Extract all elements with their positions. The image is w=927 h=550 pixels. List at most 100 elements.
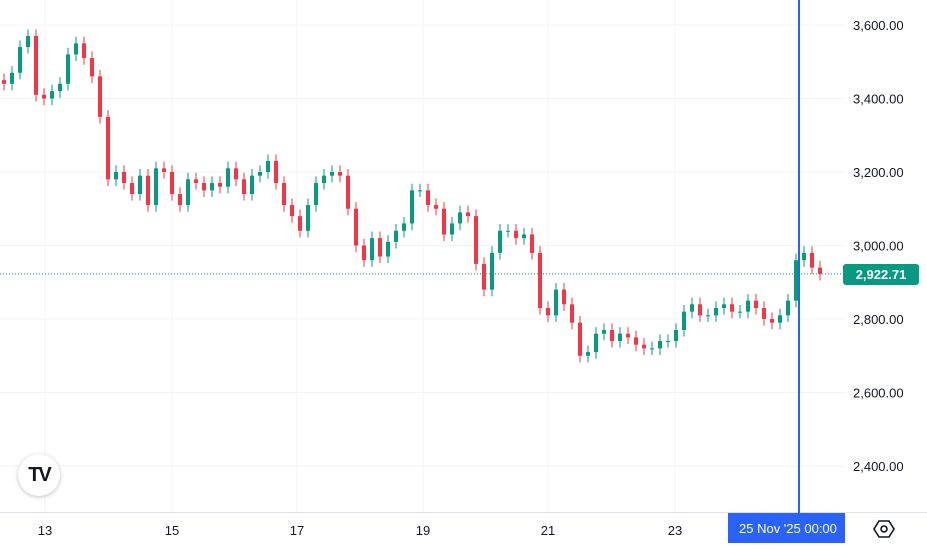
candle-body: [810, 252, 814, 268]
candle-body: [562, 289, 566, 305]
x-tick-label: 23: [668, 523, 682, 538]
candle-body: [498, 230, 502, 253]
candle-body: [410, 190, 414, 224]
candle-body: [122, 172, 126, 184]
candle-body: [170, 172, 174, 195]
candle-body: [130, 183, 134, 195]
tradingview-logo[interactable]: TV: [18, 454, 60, 496]
candle-body: [2, 80, 6, 84]
candle-body: [802, 252, 806, 261]
candle-body: [450, 223, 454, 235]
candle-body: [706, 315, 710, 317]
candle-body: [290, 205, 294, 217]
settings-icon[interactable]: [873, 518, 895, 540]
candle-body: [426, 190, 430, 206]
candle-body: [58, 83, 62, 92]
candle-body: [698, 304, 702, 316]
candle-body: [338, 172, 342, 176]
candle-body: [570, 304, 574, 323]
candle-body: [730, 304, 734, 312]
candle-body: [90, 58, 94, 77]
candle-body: [586, 352, 590, 356]
candle-body: [138, 175, 142, 195]
candle-body: [282, 183, 286, 206]
candle-body: [146, 175, 150, 206]
candle-body: [634, 337, 638, 345]
candle-body: [298, 216, 302, 231]
candle-body: [546, 307, 550, 316]
candle-body: [682, 311, 686, 331]
candle-body: [250, 175, 254, 195]
candle-body: [578, 322, 582, 356]
y-tick-label: 3,400.00: [853, 92, 904, 107]
candle-body: [370, 238, 374, 261]
candle-body: [378, 238, 382, 257]
x-tick-label: 15: [165, 523, 179, 538]
candle-body: [74, 43, 78, 55]
candle-body: [610, 330, 614, 342]
candle-body: [178, 194, 182, 206]
candle-body: [330, 172, 334, 176]
candle-body: [98, 76, 102, 117]
candle-body: [42, 94, 46, 99]
candle-body: [554, 289, 558, 316]
candle-body: [482, 263, 486, 290]
candle-body: [66, 54, 70, 84]
candle-body: [778, 315, 782, 323]
candle-body: [234, 168, 238, 180]
candle-body: [666, 341, 670, 343]
candle-body: [402, 223, 406, 231]
candle-body: [394, 230, 398, 242]
candle-body: [154, 168, 158, 206]
candle-body: [34, 36, 38, 95]
x-tick-label: 19: [416, 523, 430, 538]
candle-body: [114, 172, 118, 180]
candle-body: [458, 212, 462, 224]
candle-body: [514, 230, 518, 239]
candle-body: [242, 179, 246, 195]
candle-body: [530, 234, 534, 253]
candle-body: [346, 175, 350, 209]
candle-body: [762, 307, 766, 319]
candle-body: [106, 116, 110, 180]
last-price-label: 2,922.71: [843, 264, 919, 285]
candle-body: [82, 43, 86, 59]
candle-body: [354, 208, 358, 246]
candle-body: [538, 252, 542, 308]
candle-body: [194, 179, 198, 184]
x-tick-label: 13: [38, 523, 52, 538]
candle-body: [754, 300, 758, 308]
candle-body: [210, 183, 214, 191]
candle-body: [506, 230, 510, 232]
candle-body: [314, 183, 318, 206]
candle-body: [642, 344, 646, 349]
candle-body: [722, 304, 726, 308]
candle-body: [442, 208, 446, 235]
candle-body: [690, 304, 694, 312]
candle-body: [258, 172, 262, 176]
candle-body: [594, 333, 598, 353]
y-tick-label: 3,200.00: [853, 165, 904, 180]
crosshair-time-label: 25 Nov '25 00:00: [728, 513, 845, 543]
candle-body: [186, 179, 190, 206]
y-tick-label: 3,000.00: [853, 239, 904, 254]
candle-body: [674, 330, 678, 342]
candle-body: [474, 216, 478, 264]
x-tick-label: 21: [541, 523, 555, 538]
candle-body: [626, 333, 630, 338]
candle-body: [738, 311, 742, 313]
candle-body: [322, 175, 326, 184]
y-tick-label: 2,600.00: [853, 386, 904, 401]
y-tick-label: 2,800.00: [853, 312, 904, 327]
candle-body: [386, 241, 390, 257]
candle-body: [274, 160, 278, 184]
candle-body: [466, 212, 470, 217]
candle-body: [602, 330, 606, 334]
candle-body: [162, 168, 166, 172]
candle-body: [434, 205, 438, 209]
candle-body: [714, 307, 718, 316]
candle-body: [818, 267, 822, 274]
candle-body: [226, 168, 230, 187]
candle-body: [218, 183, 222, 187]
